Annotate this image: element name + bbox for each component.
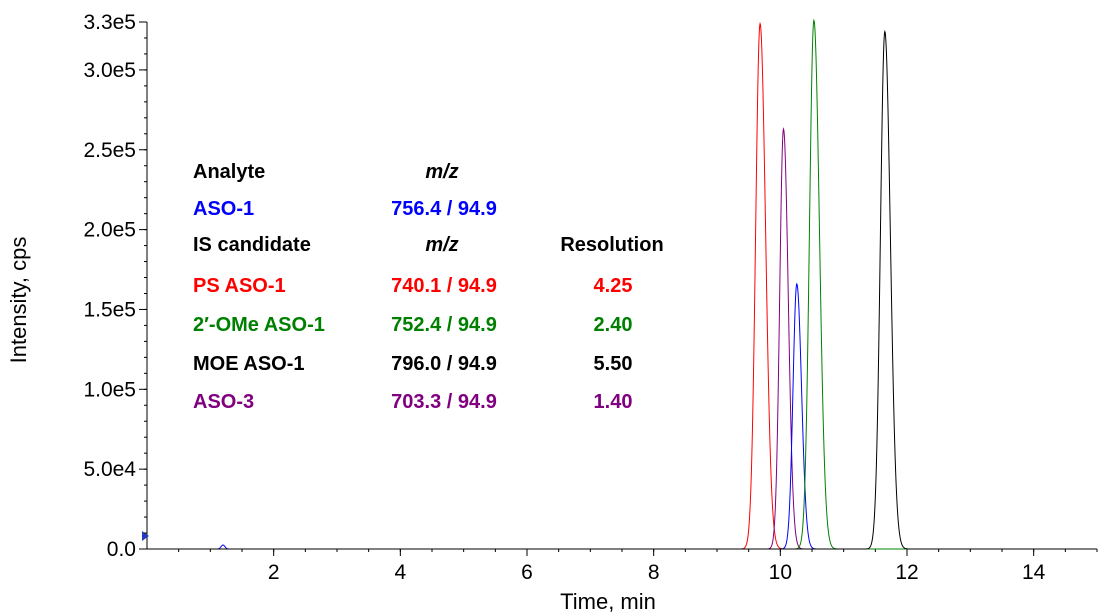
y-tick-label: 2.0e5 [83,219,136,242]
y-tick-label: 5.0e4 [83,458,136,481]
legend-row-name: MOE ASO-1 [193,353,305,375]
legend-row-resolution: 5.50 [594,353,633,375]
y-tick-label: 2.5e5 [83,139,136,162]
legend-table: Analyte m/z ASO-1 756.4 / 94.9 IS candid… [193,161,664,413]
x-tick-label: 6 [521,561,533,584]
x-tick-label: 4 [394,561,406,584]
series-group [175,18,1097,550]
y-tick-label: 3.3e5 [83,11,136,34]
series-line [175,18,1097,550]
y-tick-label: 0.0 [107,538,136,561]
y-tick-label: 1.0e5 [83,378,136,401]
legend-row-mz: 703.3 / 94.9 [391,391,497,413]
legend-row-mz: 740.1 / 94.9 [391,275,497,297]
x-tick-label: 2 [268,561,280,584]
legend-row-resolution: 2.40 [594,314,633,336]
series-line [175,29,1097,550]
y-tick-label: 1.5e5 [83,298,136,321]
legend-header-resolution: Resolution [560,234,663,256]
series-line [175,127,1097,550]
x-tick-label: 14 [1022,561,1046,584]
legend-header-candidate: IS candidate [193,234,311,256]
y-tick-label: 3.0e5 [83,59,136,82]
y-origin-marker [142,531,149,541]
legend-analyte-name: ASO-1 [193,198,254,220]
legend-row-mz: 752.4 / 94.9 [391,314,497,336]
legend-analyte-mz: 756.4 / 94.9 [391,198,497,220]
y-axis-title: Intensity, cps [6,237,31,364]
legend-row-resolution: 4.25 [594,275,633,297]
x-tick-label: 12 [895,561,918,584]
legend-header-mz: m/z [425,161,458,183]
series-line [175,21,1097,550]
legend-header-mz-2: m/z [425,234,458,256]
legend-header-analyte: Analyte [193,161,265,183]
legend-row-name: 2′-OMe ASO-1 [193,314,325,336]
tick-labels-group: 0.0 5.0e4 1.0e5 1.5e5 2.0e5 2.5e5 3.0e5 3.3e5 2 4… [83,11,1045,584]
legend-row-resolution: 1.40 [594,391,633,413]
x-tick-label: 10 [769,561,792,584]
x-tick-label: 8 [648,561,660,584]
legend-row-name: PS ASO-1 [193,275,286,297]
legend-row-name: ASO-3 [193,391,254,413]
legend-row-mz: 796.0 / 94.9 [391,353,497,375]
x-axis-title: Time, min [560,589,656,614]
